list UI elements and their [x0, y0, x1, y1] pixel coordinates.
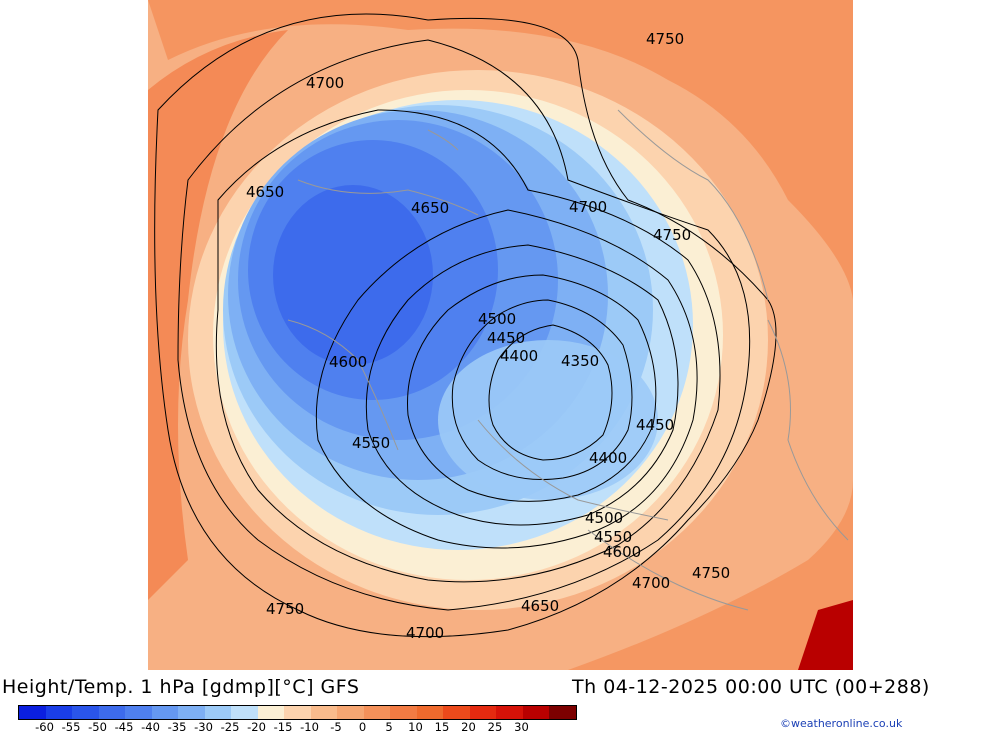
coastlines — [287, 109, 849, 611]
contour-label: 4600 — [603, 543, 641, 561]
map-panel: 4750 4700 4650 4650 4700 4750 4500 4450 … — [148, 0, 853, 670]
color-swatch — [284, 706, 311, 719]
color-scale-tick-label: 5 — [385, 720, 393, 734]
color-swatch — [416, 706, 443, 719]
contour-label: 4550 — [594, 528, 632, 546]
contour-label: 4350 — [561, 352, 599, 370]
color-scale-tick-label: -35 — [167, 720, 187, 734]
color-scale-tick-label: 30 — [514, 720, 529, 734]
color-scale-tick-label: -55 — [61, 720, 81, 734]
contour-label: 4750 — [646, 30, 684, 48]
color-swatch — [178, 706, 205, 719]
contour-label: 4650 — [411, 199, 449, 217]
contour-label: 4450 — [487, 329, 525, 347]
color-scale-tick-label: 25 — [487, 720, 503, 734]
color-scale-tick-label: -10 — [300, 720, 319, 734]
color-scale-tick-label: 0 — [358, 720, 367, 734]
color-swatch — [19, 706, 46, 719]
color-swatch — [496, 706, 523, 719]
contour-label: 4700 — [569, 198, 607, 216]
contour-label: 4450 — [636, 416, 674, 434]
valid-time: Th 04-12-2025 00:00 UTC (00+288) — [572, 676, 930, 698]
contour-label: 4700 — [406, 624, 444, 642]
temperature-shading — [148, 0, 853, 670]
color-scale-tick-label: -30 — [194, 720, 213, 734]
contour-label: 4400 — [589, 449, 627, 467]
contour-label: 4750 — [266, 600, 304, 618]
color-swatch — [98, 706, 125, 719]
color-scale-bar — [18, 705, 577, 720]
color-scale-tick-label: -50 — [88, 720, 107, 734]
contour-label: 4500 — [585, 509, 623, 527]
color-swatch — [469, 706, 496, 719]
color-scale-tick-label: -5 — [330, 720, 342, 734]
color-scale-tick-label: -40 — [141, 720, 160, 734]
color-scale-ticks: -60 -55 -50 -45 -40 -35 -30 -25 -20 -15 -10 -5 0 5 10 1… — [18, 720, 564, 734]
color-swatch — [125, 706, 152, 719]
color-swatch — [522, 706, 549, 719]
color-swatch — [363, 706, 390, 719]
contour-label: 4550 — [352, 434, 390, 452]
color-scale-tick-label: -20 — [247, 720, 266, 734]
color-scale-tick-label: -15 — [273, 720, 293, 734]
color-scale-tick-label: -60 — [35, 720, 54, 734]
color-swatch — [549, 706, 576, 719]
contour-labels: 4750 4700 4650 4650 4700 4750 4500 4450 … — [246, 30, 730, 642]
contour-label: 4500 — [478, 310, 516, 328]
color-scale-tick-label: -25 — [220, 720, 240, 734]
color-swatch — [231, 706, 258, 719]
contour-label: 4650 — [521, 597, 559, 615]
credit-link[interactable]: ©weatheronline.co.uk — [780, 717, 903, 730]
temperature-height-map: 4750 4700 4650 4650 4700 4750 4500 4450 … — [148, 0, 853, 670]
color-swatch — [204, 706, 231, 719]
color-swatch — [443, 706, 470, 719]
color-swatch — [310, 706, 337, 719]
height-contours — [154, 13, 777, 638]
color-scale-tick-label: -45 — [114, 720, 134, 734]
contour-label: 4650 — [246, 183, 284, 201]
map-title: Height/Temp. 1 hPa [gdmp][°C] GFS — [2, 676, 360, 698]
color-scale-tick-label: 20 — [461, 720, 476, 734]
color-scale-tick-label: 10 — [408, 720, 423, 734]
color-swatch — [151, 706, 178, 719]
contour-label: 4700 — [306, 74, 344, 92]
color-swatch — [337, 706, 364, 719]
color-scale-tick-label: 15 — [434, 720, 450, 734]
contour-label: 4750 — [653, 226, 691, 244]
contour-label: 4700 — [632, 574, 670, 592]
color-swatch — [45, 706, 72, 719]
contour-label: 4400 — [500, 347, 538, 365]
contour-label: 4750 — [692, 564, 730, 582]
color-swatch — [72, 706, 99, 719]
color-swatch — [390, 706, 417, 719]
color-swatch — [257, 706, 284, 719]
contour-label: 4600 — [329, 353, 367, 371]
